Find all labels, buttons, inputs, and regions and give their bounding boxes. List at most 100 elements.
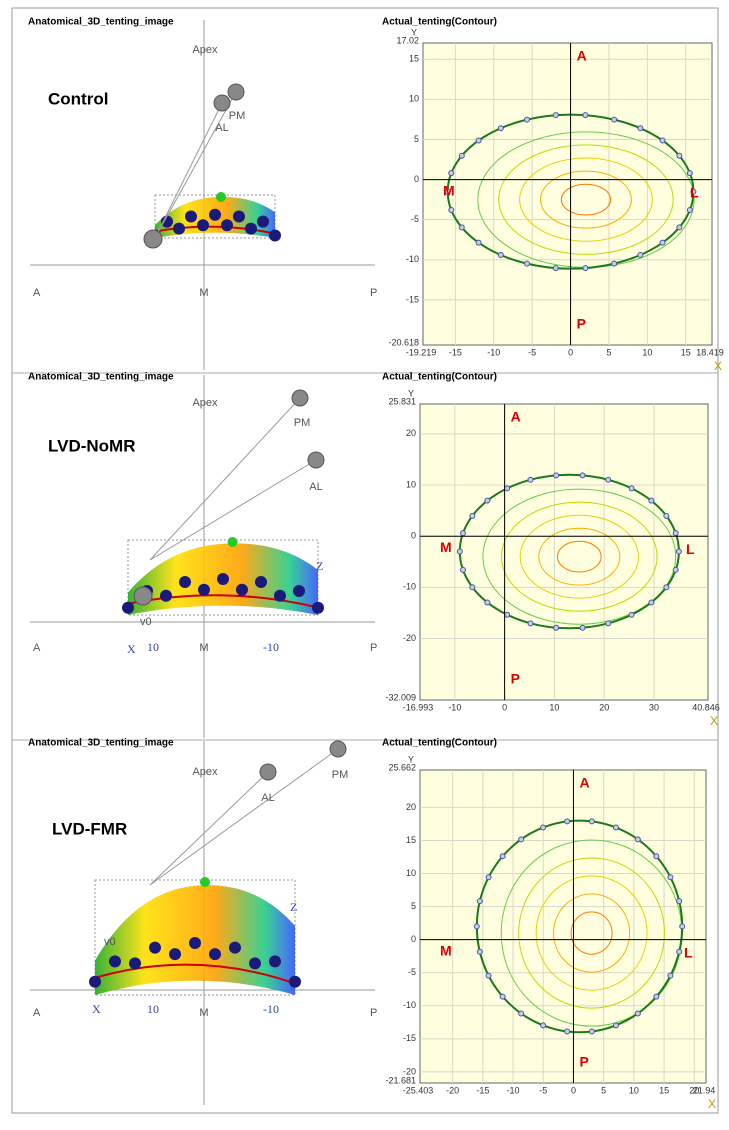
y-axis-label: Y: [408, 754, 414, 764]
annulus-point: [249, 957, 261, 969]
pm-label: PM: [294, 417, 311, 429]
x-tick-label: -15: [449, 347, 462, 357]
contour-point: [528, 621, 533, 626]
contour-point: [525, 261, 530, 266]
contour-point: [553, 266, 558, 271]
apex-point: [228, 537, 238, 547]
contour-point: [649, 498, 654, 503]
contour-point: [660, 240, 665, 245]
apex-label: Apex: [192, 44, 218, 56]
contour-point: [486, 973, 491, 978]
annulus-point: [169, 948, 181, 960]
contour-point: [470, 513, 475, 518]
y-tick-label: 20: [406, 428, 416, 438]
apex-label: Apex: [192, 766, 218, 778]
contour-point: [485, 600, 490, 605]
contour-point: [449, 208, 454, 213]
contour-point: [505, 486, 510, 491]
x-limit-label: 21.94: [693, 1085, 716, 1095]
panel-title: Anatomical_3D_tenting_image: [28, 17, 174, 28]
axis-annotation: X: [92, 1002, 101, 1016]
contour-point: [664, 585, 669, 590]
x-tick-label: 15: [681, 347, 691, 357]
contour-point: [673, 567, 678, 572]
medial-label: M: [443, 182, 455, 198]
contour-point: [554, 625, 559, 630]
contour-point: [664, 513, 669, 518]
posterior-label: P: [577, 316, 586, 332]
annulus-point: [189, 937, 201, 949]
contour-point: [580, 473, 585, 478]
papillary-point: [308, 452, 324, 468]
contour-point: [460, 531, 465, 536]
y-tick-label: -5: [408, 967, 416, 977]
contour-point: [541, 1023, 546, 1028]
contour-point: [459, 153, 464, 158]
y-tick-label: -20: [403, 633, 416, 643]
x-tick-label: 5: [606, 347, 611, 357]
x-axis-label: X: [710, 714, 718, 728]
y-tick-label: -15: [406, 294, 419, 304]
pm-label: PM: [229, 110, 246, 122]
annulus-point: [269, 230, 281, 242]
contour-point: [660, 138, 665, 143]
x-limit-label: -16.993: [403, 702, 434, 712]
axis-annotation: Z: [316, 559, 323, 573]
chord-line: [150, 749, 338, 885]
contour-point: [519, 1011, 524, 1016]
axis-m-label: M: [199, 642, 208, 654]
contour-point: [680, 924, 685, 929]
x-tick-label: -10: [448, 702, 461, 712]
y-tick-label: -10: [403, 1000, 416, 1010]
contour-point: [477, 899, 482, 904]
x-tick-label: 5: [601, 1085, 606, 1095]
contour-point: [654, 994, 659, 999]
x-limit-label: 40.846: [692, 702, 720, 712]
apex-point: [200, 877, 210, 887]
x-limit-label: -19.219: [406, 347, 437, 357]
axis-a-label: A: [33, 642, 41, 654]
y-tick-label: -15: [403, 1033, 416, 1043]
contour-point: [565, 1029, 570, 1034]
anterior-label: A: [579, 775, 589, 791]
annulus-point: [198, 584, 210, 596]
annulus-point: [209, 948, 221, 960]
x-tick-label: 0: [571, 1085, 576, 1095]
posterior-label: P: [579, 1054, 588, 1070]
contour-point: [505, 612, 510, 617]
contour-point: [673, 531, 678, 536]
axis-annotation: Z: [290, 900, 297, 914]
annulus-point: [197, 219, 209, 231]
axis-annotation: v0: [104, 936, 116, 948]
chord-line: [150, 398, 300, 560]
contour-point: [541, 825, 546, 830]
annulus-point: [229, 942, 241, 954]
x-tick-label: 0: [502, 702, 507, 712]
contour-point: [459, 225, 464, 230]
axis-annotation: -10: [263, 640, 279, 654]
contour-point: [612, 261, 617, 266]
x-tick-label: 10: [549, 702, 559, 712]
papillary-point: [330, 741, 346, 757]
annulus-point: [269, 955, 281, 967]
contour-point: [470, 585, 475, 590]
lateral-label: L: [684, 944, 693, 960]
contour-point: [629, 486, 634, 491]
pm-label: PM: [332, 769, 349, 781]
y-limit-label: -21.681: [385, 1075, 416, 1085]
annulus-point: [109, 955, 121, 967]
papillary-point: [260, 764, 276, 780]
panel-title: Actual_tenting(Contour): [382, 738, 497, 749]
contour-point: [525, 117, 530, 122]
contour-point: [460, 567, 465, 572]
contour-point: [500, 854, 505, 859]
contour-point: [583, 266, 588, 271]
contour-point: [457, 549, 462, 554]
axis-annotation: 10: [147, 1002, 159, 1016]
medial-label: M: [440, 942, 452, 958]
plot-area: [420, 404, 708, 700]
annulus-point: [289, 976, 301, 988]
contour-point: [613, 825, 618, 830]
panel-title: Actual_tenting(Contour): [382, 372, 497, 383]
contour-point: [553, 113, 558, 118]
